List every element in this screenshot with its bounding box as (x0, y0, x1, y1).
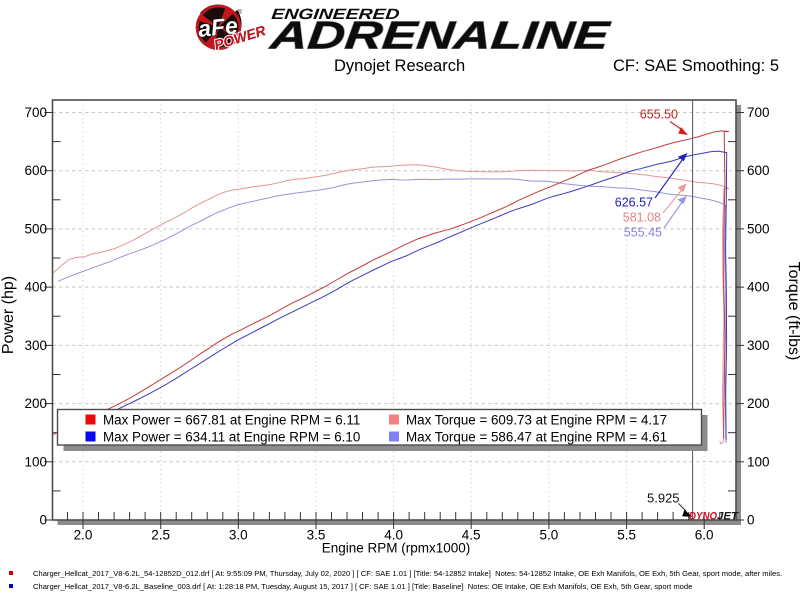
svg-text:626.57: 626.57 (615, 196, 653, 210)
svg-text:6.0: 6.0 (695, 528, 714, 543)
svg-text:2.0: 2.0 (74, 528, 93, 543)
svg-text:®: ® (237, 8, 242, 16)
svg-text:400: 400 (24, 280, 47, 295)
svg-text:700: 700 (747, 105, 770, 120)
svg-text:581.08: 581.08 (623, 211, 661, 225)
svg-text:555.45: 555.45 (624, 226, 662, 240)
svg-text:500: 500 (747, 221, 770, 236)
svg-text:700: 700 (24, 105, 47, 120)
svg-text:Max Torque = 586.47 at Engine: Max Torque = 586.47 at Engine RPM = 4.61 (406, 430, 667, 445)
svg-text:DYNO: DYNO (689, 511, 717, 523)
svg-text:aFe: aFe (197, 12, 239, 42)
svg-text:100: 100 (747, 454, 770, 469)
svg-text:Torque (ft-lbs): Torque (ft-lbs) (785, 262, 800, 361)
svg-text:500: 500 (24, 221, 47, 236)
svg-text:Max Power = 667.81 at Engine R: Max Power = 667.81 at Engine RPM = 6.11 (103, 413, 360, 428)
svg-text:ADRENALINE: ADRENALINE (267, 15, 613, 58)
svg-text:5.925: 5.925 (647, 491, 680, 506)
svg-text:2.5: 2.5 (151, 528, 170, 543)
svg-text:200: 200 (24, 396, 47, 411)
svg-text:400: 400 (747, 280, 770, 295)
svg-text:ENGINEERED: ENGINEERED (271, 6, 401, 23)
svg-text:3.5: 3.5 (307, 528, 326, 543)
svg-text:300: 300 (24, 338, 47, 353)
svg-text:100: 100 (24, 454, 47, 469)
svg-text:200: 200 (747, 396, 770, 411)
svg-text:600: 600 (24, 163, 47, 178)
svg-text:0: 0 (39, 513, 47, 528)
svg-text:0: 0 (747, 513, 755, 528)
svg-text:300: 300 (747, 338, 770, 353)
svg-text:600: 600 (747, 163, 770, 178)
svg-text:4.0: 4.0 (384, 528, 403, 543)
svg-text:Max Torque = 609.73 at Engine: Max Torque = 609.73 at Engine RPM = 4.17 (406, 413, 667, 428)
svg-text:3.0: 3.0 (229, 528, 248, 543)
svg-text:JET: JET (717, 511, 739, 523)
svg-text:4.5: 4.5 (462, 528, 481, 543)
svg-text:5.0: 5.0 (540, 528, 559, 543)
svg-text:655.50: 655.50 (640, 108, 678, 122)
svg-text:Max Power = 634.11 at Engine R: Max Power = 634.11 at Engine RPM = 6.10 (103, 430, 360, 445)
svg-text:Engine RPM (rpmx1000): Engine RPM (rpmx1000) (322, 541, 471, 556)
svg-text:Power (hp): Power (hp) (0, 276, 17, 354)
svg-text:5.5: 5.5 (617, 528, 636, 543)
